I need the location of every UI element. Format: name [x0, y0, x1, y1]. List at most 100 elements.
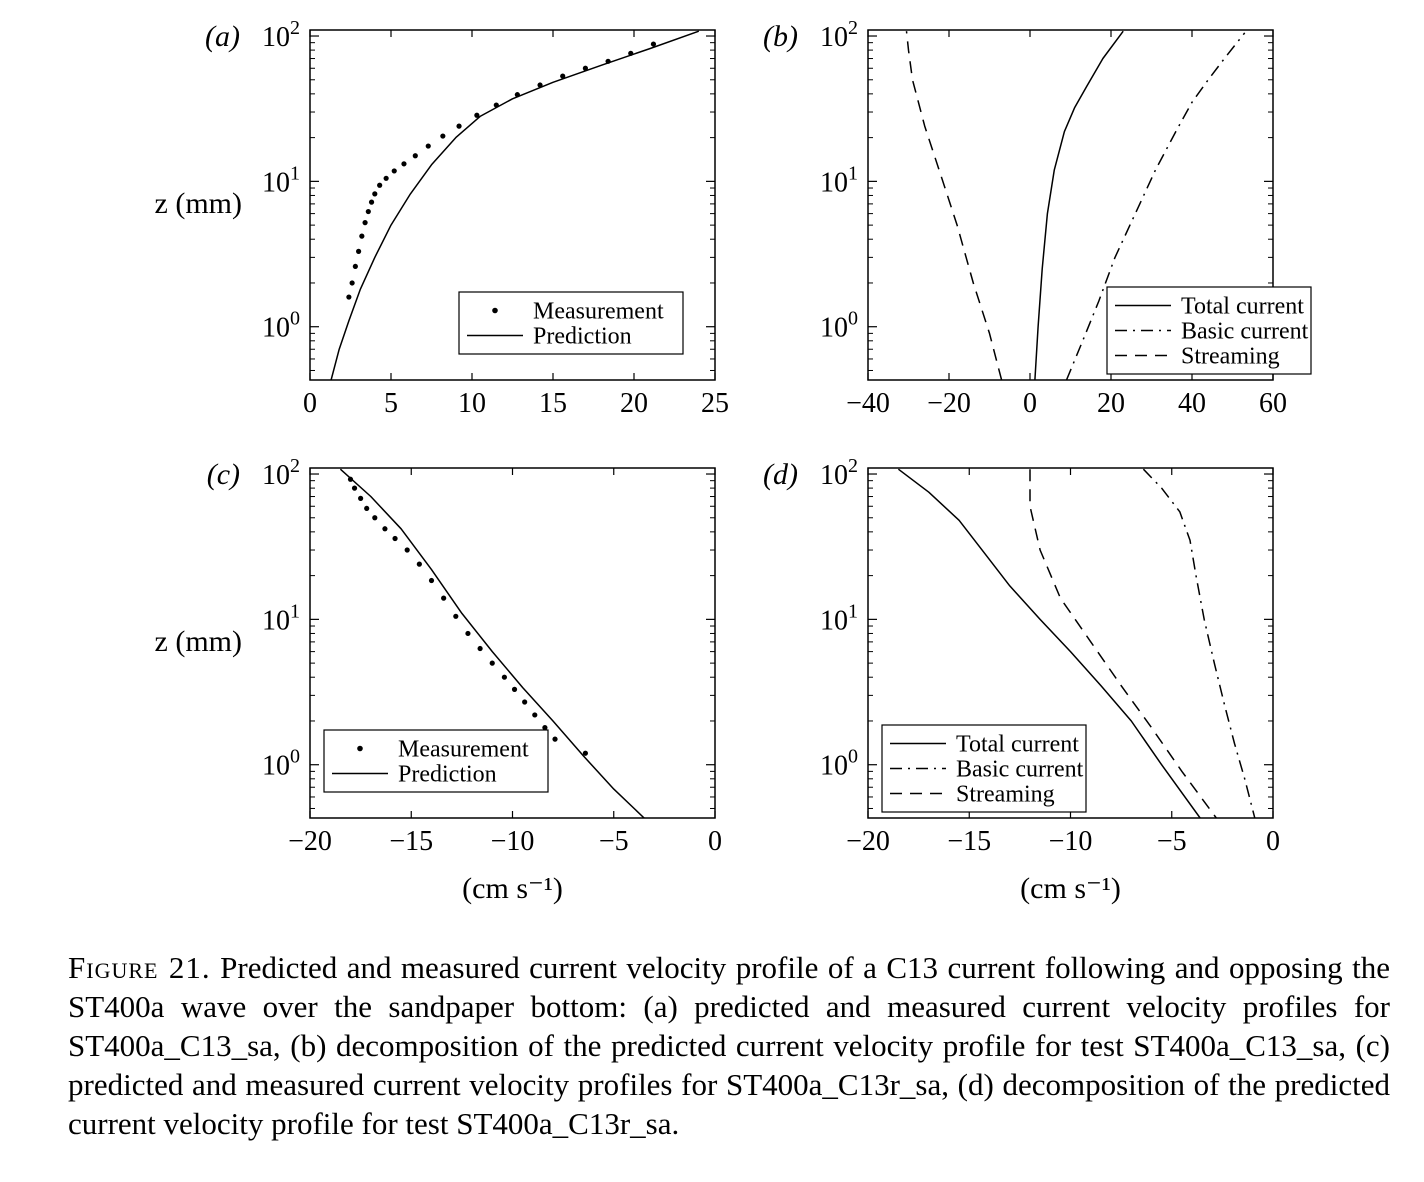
data-point — [440, 133, 446, 139]
legend-label: Basic current — [1181, 319, 1309, 345]
data-point — [477, 645, 483, 652]
x-tick-label: 60 — [1259, 388, 1287, 419]
legend-label: Measurement — [398, 737, 529, 763]
caption-text: Predicted and measured current velocity … — [68, 950, 1391, 1141]
x-tick-label: 0 — [1266, 826, 1280, 857]
data-point — [359, 233, 365, 239]
data-point — [382, 526, 388, 532]
y-tick-label: 102 — [820, 17, 858, 53]
data-point — [377, 182, 383, 188]
data-point — [401, 161, 407, 167]
data-point — [428, 577, 435, 584]
legend-marker — [357, 745, 363, 752]
series-line-total-current — [897, 468, 1201, 818]
data-point — [511, 686, 518, 692]
data-point — [650, 41, 657, 47]
y-tick-label: 101 — [820, 600, 858, 636]
series-line-prediction — [339, 468, 645, 818]
series-group — [905, 30, 1246, 380]
data-point — [392, 535, 398, 542]
data-point — [560, 73, 566, 79]
data-point — [456, 123, 462, 129]
x-axis-label: (cm s⁻¹) — [1020, 872, 1121, 905]
data-point — [453, 613, 459, 619]
legend-label: Total current — [1181, 294, 1304, 320]
legend-item: Measurement — [492, 299, 664, 325]
data-point — [358, 495, 364, 501]
x-tick-label: 0 — [303, 388, 317, 419]
data-point — [356, 248, 362, 254]
data-point — [441, 595, 447, 601]
legend-label: Measurement — [533, 299, 664, 325]
legend-item: Total current — [890, 732, 1079, 758]
legend-item: Total current — [1115, 294, 1304, 320]
data-point — [346, 294, 352, 300]
y-tick-label: 100 — [820, 308, 858, 344]
data-point — [372, 191, 378, 197]
x-tick-label: −10 — [491, 826, 535, 857]
y-tick-label: 100 — [820, 746, 858, 782]
data-point — [416, 561, 422, 567]
legend-label: Streaming — [1181, 344, 1280, 370]
panel-d: (d) −20 −15 −10 −5 0 100 101 102 (cm s⁻¹) Total cu… — [763, 455, 1280, 905]
x-tick-label: −20 — [288, 826, 332, 857]
legend-box — [323, 729, 549, 793]
panel-label: (b) — [763, 20, 798, 53]
x-tick-label: 5 — [384, 388, 398, 419]
series-line-prediction — [330, 30, 700, 380]
series-line-total-current — [1034, 30, 1124, 380]
data-point — [582, 65, 589, 71]
legend-label: Prediction — [398, 762, 497, 788]
panel-label: (d) — [763, 458, 798, 491]
legend-item: Basic current — [1115, 319, 1309, 345]
data-point — [404, 547, 410, 553]
series-line-streaming — [1029, 469, 1217, 818]
data-point — [425, 143, 431, 149]
series-group — [330, 30, 700, 380]
x-tick-label: −5 — [599, 826, 629, 857]
data-point — [349, 280, 355, 286]
x-tick-label: −15 — [947, 826, 991, 857]
panel-label: (c) — [207, 458, 240, 491]
y-tick-label: 101 — [820, 162, 858, 198]
panel-b: (b) −40 −20 0 20 40 60 100 101 102 Total currentBa… — [763, 17, 1312, 419]
y-tick-label: 100 — [262, 308, 300, 344]
series-group — [339, 468, 645, 818]
legend-item: Prediction — [332, 762, 497, 788]
data-point — [582, 750, 589, 756]
x-tick-label: 25 — [701, 388, 729, 419]
legend-item: Basic current — [890, 757, 1084, 783]
figure-caption: Figure 21. Predicted and measured curren… — [68, 948, 1390, 1143]
data-point — [465, 630, 471, 637]
data-point — [412, 153, 418, 159]
legend-label: Total current — [956, 732, 1079, 758]
x-tick-label: −5 — [1157, 826, 1187, 857]
x-tick-label: −15 — [389, 826, 433, 857]
data-point — [501, 674, 507, 680]
data-point — [351, 485, 358, 491]
data-point — [368, 199, 375, 205]
x-tick-label: 15 — [539, 388, 567, 419]
data-point — [364, 505, 370, 512]
legend-label: Basic current — [956, 757, 1084, 783]
y-tick-label: 102 — [262, 17, 300, 53]
caption-label: Figure 21. — [68, 950, 211, 985]
series-measurement — [347, 476, 589, 756]
panel-c: (c) −20 −15 −10 −5 0 100 101 102 z (mm) (cm s⁻¹) Me… — [155, 455, 722, 905]
x-tick-label: −20 — [846, 826, 890, 857]
y-axis-label: z (mm) — [155, 187, 242, 220]
legend-item: Prediction — [467, 324, 632, 350]
data-point — [391, 168, 397, 174]
data-point — [522, 699, 528, 705]
data-point — [372, 515, 378, 521]
series-line-basic-current — [1065, 32, 1246, 380]
x-tick-label: 20 — [620, 388, 648, 419]
panel-a: (a) 0 5 10 15 20 25 100 101 102 z (mm) MeasurementP… — [155, 17, 729, 419]
legend-item: Streaming — [890, 782, 1055, 808]
y-tick-label: 102 — [820, 455, 858, 491]
y-tick-label: 101 — [262, 162, 300, 198]
series-line-basic-current — [1142, 468, 1256, 818]
